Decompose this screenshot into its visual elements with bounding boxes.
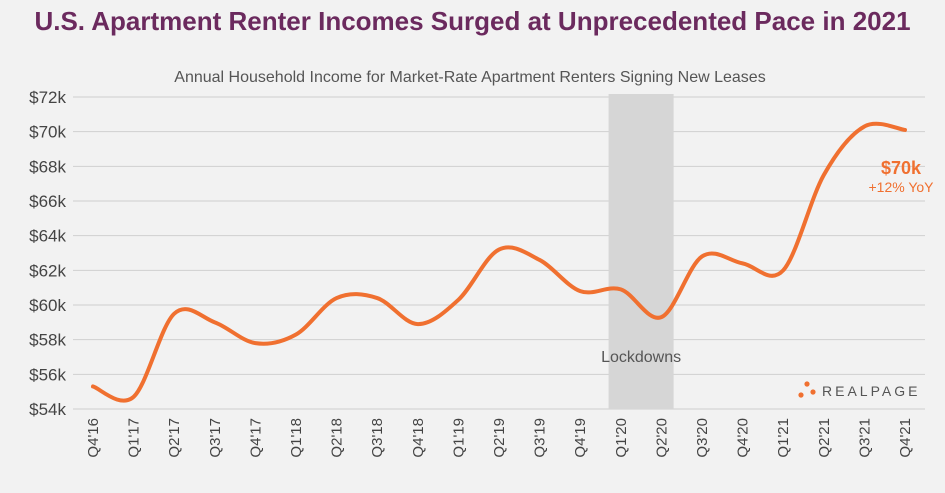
data-point [456, 298, 460, 302]
data-point [335, 296, 339, 300]
data-point [659, 315, 663, 319]
data-point [294, 332, 298, 336]
data-point [741, 261, 745, 265]
y-tick-label: $70k [29, 123, 66, 142]
x-tick-label: Q4'20 [735, 418, 752, 458]
logo-dot-icon [804, 381, 810, 387]
data-points [91, 124, 907, 398]
annotation-value: $70k [881, 158, 922, 178]
annotation-change: +12% YoY [868, 179, 934, 195]
x-tick-label: Q2'19 [491, 418, 508, 458]
data-point [416, 322, 420, 326]
x-tick-label: Q3'19 [532, 418, 549, 458]
data-point [253, 341, 257, 345]
data-point [903, 128, 907, 132]
x-tick-label: Q2'18 [329, 418, 346, 458]
x-tick-label: Q3'17 [207, 418, 224, 458]
logo-dot-icon [798, 392, 804, 398]
brand-name: REALPAGE [822, 383, 920, 399]
data-point [578, 289, 582, 293]
x-tick-label: Q4'18 [410, 418, 427, 458]
data-point [781, 268, 785, 272]
chart-subtitle: Annual Household Income for Market-Rate … [174, 69, 765, 86]
x-axis-ticks: Q4'16 Q1'17 Q2'17 Q3'17 Q4'17 Q1'18 Q2'18 Q3'18… [85, 418, 914, 458]
x-tick-label: Q3'20 [694, 418, 711, 458]
y-tick-label: $60k [29, 296, 66, 315]
lockdowns-shaded-region [608, 94, 674, 409]
data-point [497, 248, 501, 252]
y-tick-label: $56k [29, 365, 66, 384]
realpage-logo: REALPAGE [798, 381, 920, 399]
y-tick-label: $54k [29, 400, 66, 419]
x-tick-label: Q2'17 [166, 418, 183, 458]
x-tick-label: Q1'20 [613, 418, 630, 458]
x-tick-label: Q1'21 [775, 418, 792, 458]
gridlines [73, 96, 925, 410]
data-point [700, 254, 704, 258]
data-point [619, 287, 623, 291]
x-tick-label: Q2'21 [816, 418, 833, 458]
data-point [822, 173, 826, 177]
x-tick-label: Q2'20 [653, 418, 670, 458]
data-point [91, 384, 95, 388]
data-point [375, 296, 379, 300]
y-tick-label: $72k [29, 88, 66, 107]
lockdowns-label: Lockdowns [601, 349, 681, 366]
y-tick-label: $64k [29, 227, 66, 246]
income-series-line [91, 121, 907, 403]
data-point [862, 124, 866, 128]
x-tick-label: Q4'19 [572, 418, 589, 458]
x-tick-label: Q1'17 [126, 418, 143, 458]
y-tick-label: $62k [29, 261, 66, 280]
data-point [538, 258, 542, 262]
y-axis-ticks: $54k $56k $58k $60k $62k $64k $66k $68k $70k $72k [29, 88, 66, 419]
data-point [172, 312, 176, 316]
y-tick-label: $68k [29, 157, 66, 176]
y-tick-label: $66k [29, 192, 66, 211]
x-tick-label: Q4'21 [897, 418, 914, 458]
y-tick-label: $58k [29, 331, 66, 350]
x-tick-label: Q1'19 [450, 418, 467, 458]
x-tick-label: Q4'17 [247, 418, 264, 458]
data-point [213, 320, 217, 324]
x-tick-label: Q4'16 [85, 418, 102, 458]
logo-dot-icon [810, 389, 816, 395]
data-point [132, 395, 136, 399]
chart-title: U.S. Apartment Renter Incomes Surged at … [34, 6, 911, 36]
x-tick-label: Q1'18 [288, 418, 305, 458]
x-tick-label: Q3'21 [856, 418, 873, 458]
x-tick-label: Q3'18 [369, 418, 386, 458]
